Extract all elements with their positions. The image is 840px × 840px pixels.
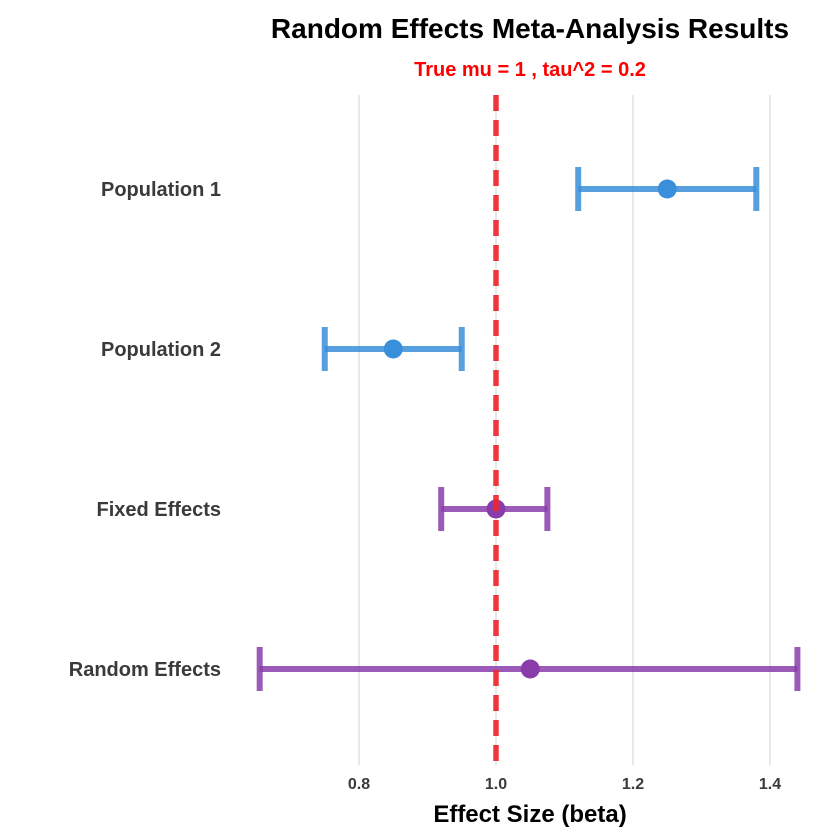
x-tick-label: 1.0 (485, 776, 507, 793)
x-axis-title: Effect Size (beta) (433, 801, 626, 828)
chart-title: Random Effects Meta-Analysis Results (271, 13, 789, 44)
estimate-rows: Population 1 Population 2 Fixed Effects Ran… (69, 167, 801, 691)
x-axis-ticks: 0.8 1.0 1.2 1.4 (348, 776, 781, 793)
chart-subtitle: True mu = 1 , tau^2 = 0.2 (414, 59, 646, 81)
row-label: Fixed Effects (97, 499, 221, 521)
row-fixed-effects: Fixed Effects (97, 487, 551, 531)
point-estimate (657, 179, 677, 199)
row-label: Random Effects (69, 659, 221, 681)
x-tick-label: 1.2 (622, 776, 644, 793)
row-label: Population 1 (101, 179, 221, 201)
row-random-effects: Random Effects (69, 647, 801, 691)
row-label: Population 2 (101, 339, 221, 361)
x-tick-label: 1.4 (759, 776, 781, 793)
grid-lines (358, 95, 771, 765)
point-estimate (520, 659, 540, 679)
point-estimate (383, 339, 403, 359)
x-tick-label: 0.8 (348, 776, 370, 793)
row-population-1: Population 1 (101, 167, 760, 211)
row-population-2: Population 2 (101, 327, 465, 371)
